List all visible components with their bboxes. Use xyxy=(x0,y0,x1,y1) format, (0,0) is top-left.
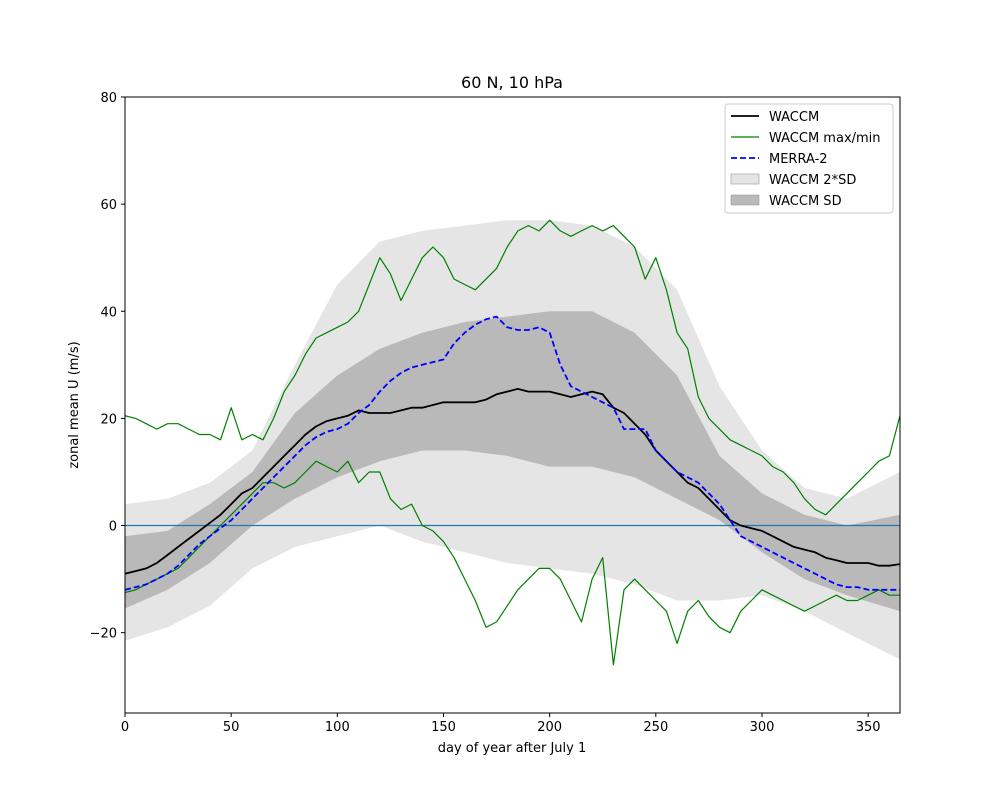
x-tick-label: 150 xyxy=(431,720,456,735)
legend-label: WACCM xyxy=(769,110,819,125)
plot-frame xyxy=(124,96,901,714)
x-tick-label: 250 xyxy=(643,720,668,735)
legend-label: WACCM SD xyxy=(769,194,842,209)
x-axis-label: day of year after July 1 xyxy=(438,741,587,756)
x-tick-label: 350 xyxy=(856,720,881,735)
x-tick-label: 200 xyxy=(537,720,562,735)
series-line-3 xyxy=(125,460,900,666)
legend-label: MERRA-2 xyxy=(769,152,828,167)
legend-label: WACCM max/min xyxy=(769,131,881,146)
y-tick-label: −20 xyxy=(90,627,117,642)
legend-box xyxy=(724,103,894,214)
x-tick-label: 100 xyxy=(325,720,350,735)
legend-swatch xyxy=(730,194,760,206)
x-tick-label: 300 xyxy=(750,720,775,735)
y-tick-label: 60 xyxy=(100,198,117,213)
series-line-2 xyxy=(125,219,900,516)
series-lines-layer xyxy=(125,219,900,666)
y-tick-label: 0 xyxy=(109,520,117,535)
legend-swatch xyxy=(730,173,760,185)
x-tick-label: 50 xyxy=(223,720,240,735)
y-tick-label: 40 xyxy=(100,305,117,320)
x-axis-ticks: 0 50 100 150 200 250 300 350 xyxy=(121,713,881,735)
y-axis-ticks: −20 0 20 40 60 80 xyxy=(90,91,125,642)
legend-label: WACCM 2*SD xyxy=(769,173,856,188)
x-tick-label: 0 xyxy=(121,720,129,735)
y-axis-label: zonal mean U (m/s) xyxy=(67,341,82,468)
legend: WACCM WACCM max/min MERRA-2 WACCM 2*SD WACCM… xyxy=(724,103,894,214)
y-tick-label: 80 xyxy=(100,91,117,106)
series-line-4 xyxy=(125,387,900,575)
y-tick-label: 20 xyxy=(100,412,117,427)
chart-title: 60 N, 10 hPa xyxy=(461,73,563,92)
